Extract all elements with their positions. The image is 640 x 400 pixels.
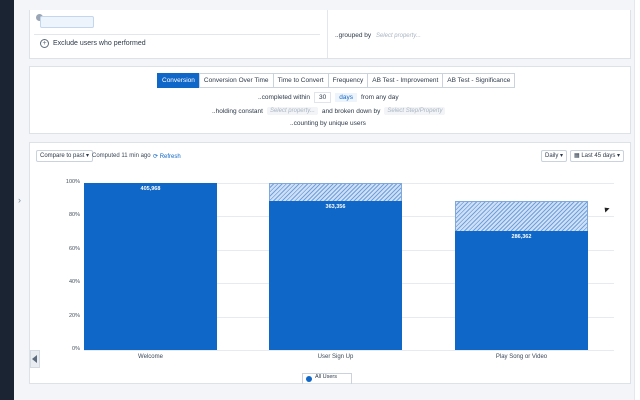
tab-time-to-convert[interactable]: Time to Convert xyxy=(272,73,329,88)
broken-down-select[interactable]: Select Step/Property xyxy=(384,107,446,115)
compare-label: Compare to past xyxy=(40,153,85,159)
interval-dropdown[interactable]: Daily ▾ xyxy=(541,150,568,162)
y-tick-label: 80% xyxy=(68,212,80,219)
x-category-label: Welcome xyxy=(138,354,163,360)
dropoff-bar[interactable] xyxy=(269,183,402,202)
counting-row: ..counting by unique users xyxy=(290,120,366,127)
segment-card: + Exclude users who performed ..grouped … xyxy=(29,10,631,59)
conversion-bar[interactable] xyxy=(455,231,588,350)
refresh-icon: ⟳ xyxy=(153,154,159,160)
chart-card: Compare to past ▾ Computed 11 min ago ⟳ … xyxy=(29,142,631,384)
chevron-down-icon: ▾ xyxy=(560,153,564,159)
divider xyxy=(327,10,328,58)
y-tick-label: 40% xyxy=(68,279,80,286)
completed-within-row: ..completed within 30 days from any day xyxy=(258,92,399,103)
tab-ab-test-improvement[interactable]: AB Test - Improvement xyxy=(367,73,444,88)
scroll-left-handle[interactable] xyxy=(30,350,40,368)
date-range-label: Last 45 days xyxy=(581,153,616,159)
legend-swatch xyxy=(306,376,312,382)
plus-circle-icon: + xyxy=(40,39,49,48)
grouped-by-row: ..grouped by Select property... xyxy=(335,32,424,40)
x-category-label: User Sign Up xyxy=(317,354,354,360)
conversion-bar[interactable] xyxy=(84,183,217,350)
completed-within-label: ..completed within xyxy=(258,94,311,101)
broken-down-label: and broken down by xyxy=(321,107,381,115)
segment-dot-icon xyxy=(36,14,43,21)
chevron-down-icon: ▾ xyxy=(617,153,621,159)
holding-constant-row: ..holding constant Select property... an… xyxy=(212,107,446,115)
app-sidebar xyxy=(0,0,14,400)
exclude-users-button[interactable]: + Exclude users who performed xyxy=(40,39,146,48)
y-tick-label: 20% xyxy=(68,312,80,319)
chevron-left-icon xyxy=(32,355,37,363)
grouped-label: ..grouped by xyxy=(335,32,372,39)
bar-value-label: 286,362 xyxy=(511,234,532,241)
right-edge xyxy=(634,0,640,400)
exclude-label: Exclude users who performed xyxy=(53,40,146,47)
grouped-by-select[interactable]: Select property... xyxy=(375,33,421,39)
funnel-config-card: Conversion Conversion Over Time Time to … xyxy=(29,66,631,134)
interval-label: Daily xyxy=(545,153,559,159)
tab-conversion-over-time[interactable]: Conversion Over Time xyxy=(198,73,274,88)
tab-ab-test-significance[interactable]: AB Test - Significance xyxy=(442,73,516,88)
completed-within-input[interactable]: 30 xyxy=(314,92,332,103)
completed-unit-select[interactable]: days xyxy=(335,93,357,102)
counting-label: ..counting by unique users xyxy=(290,120,366,127)
bar-value-label: 363,356 xyxy=(325,204,346,211)
divider xyxy=(34,34,320,35)
y-tick-label: 60% xyxy=(68,245,80,252)
holding-label: ..holding constant xyxy=(212,107,263,115)
tab-conversion[interactable]: Conversion xyxy=(157,73,200,88)
x-category-label: Play Song or Video xyxy=(495,354,548,360)
chevron-right-icon[interactable]: › xyxy=(18,195,21,205)
y-tick-label: 0% xyxy=(72,346,80,352)
chart-type-tabs: Conversion Conversion Over Time Time to … xyxy=(157,73,516,88)
legend[interactable]: All Users xyxy=(302,373,352,384)
calendar-icon: ▦ xyxy=(574,153,580,159)
refresh-button[interactable]: ⟳ Refresh xyxy=(153,153,181,160)
bar-value-label: 405,968 xyxy=(140,186,161,192)
y-tick-label: 100% xyxy=(65,179,80,185)
dropoff-bar[interactable] xyxy=(455,201,588,232)
compare-to-past-dropdown[interactable]: Compare to past ▾ xyxy=(36,150,94,162)
gridline xyxy=(84,350,614,351)
legend-label: All Users xyxy=(315,374,338,380)
computed-timestamp: Computed 11 min ago xyxy=(92,153,151,159)
segment-pill[interactable] xyxy=(40,16,94,28)
conversion-bar[interactable] xyxy=(269,201,402,350)
tab-frequency[interactable]: Frequency xyxy=(327,73,369,88)
chevron-down-icon: ▾ xyxy=(86,153,90,159)
date-range-dropdown[interactable]: ▦ Last 45 days ▾ xyxy=(570,150,625,162)
holding-property-select[interactable]: Select property... xyxy=(266,107,318,115)
completed-suffix: from any day xyxy=(361,94,399,101)
refresh-label: Refresh xyxy=(159,154,181,160)
